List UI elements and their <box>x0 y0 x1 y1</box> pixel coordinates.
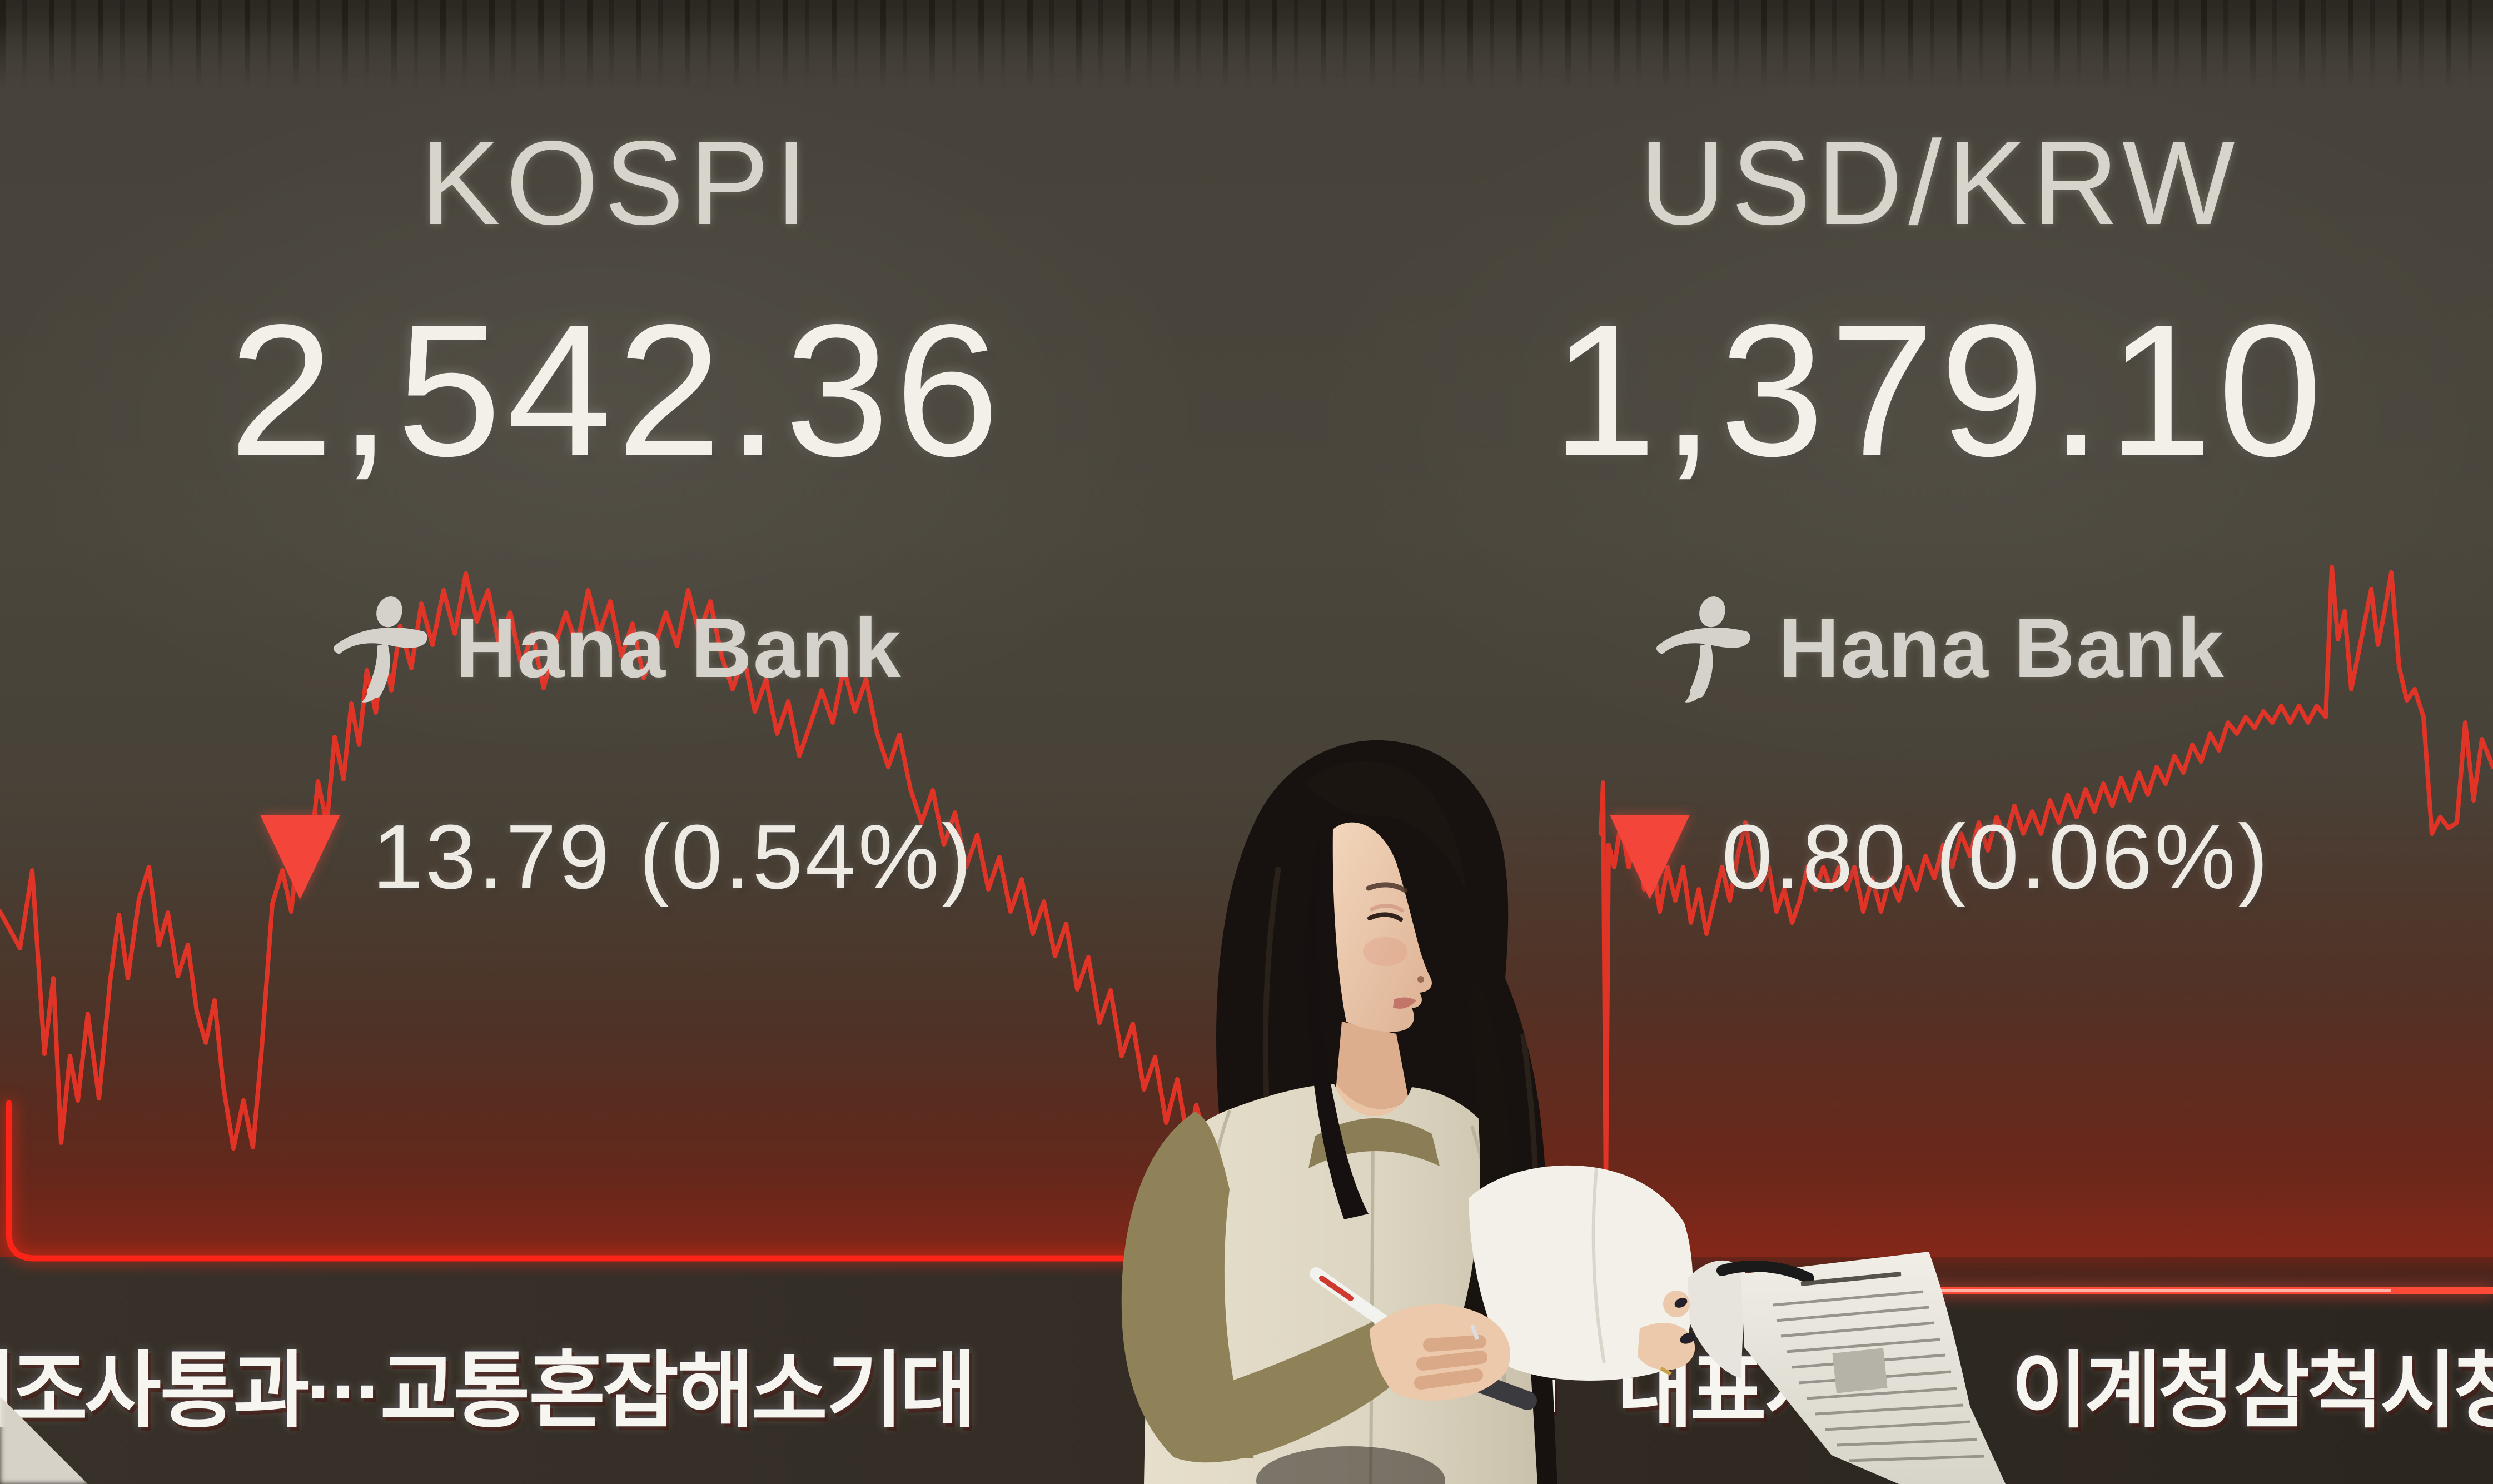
kospi-change-row: 13.79 (0.54%) <box>260 805 974 909</box>
kospi-value: 2,542.36 <box>229 285 1005 495</box>
dark-nail <box>1674 1298 1688 1308</box>
usdkrw-change: 0.80 (0.06%) <box>1721 806 2271 908</box>
kospi-brand-row: Hana Bank <box>332 592 902 704</box>
hair-front-strand <box>1306 821 1369 1219</box>
pen-red-stripe <box>1319 1276 1354 1301</box>
usdkrw-title: USD/KRW <box>1639 116 2241 250</box>
usdkrw-panel: USD/KRW 1,379.10 Hana Bank 0.80 (0.06%) <box>1417 0 2462 945</box>
kospi-change: 13.79 (0.54%) <box>372 806 974 908</box>
down-triangle-icon <box>260 815 340 899</box>
document-swoosh <box>1716 1261 1814 1284</box>
usdkrw-chart-line <box>1599 565 2493 1197</box>
silver-ring <box>1470 1324 1480 1341</box>
eyebrow <box>1366 882 1408 893</box>
sweater-sleeve-left <box>1121 1112 1403 1463</box>
eyelid-shadow <box>1370 904 1404 913</box>
vest-bottom-shadow <box>1256 1446 1445 1484</box>
ticker-left-text: 계조사 통과···교통 혼잡 해소 기대 <box>0 1345 977 1437</box>
kospi-title: KOSPI <box>420 116 814 250</box>
kospi-panel: KOSPI 2,542.36 Hana Bank 13.79 (0.54%) <box>0 0 1234 945</box>
hana-bank-logo-icon <box>1656 596 1751 703</box>
kospi-baseline <box>6 1100 1532 1262</box>
neck <box>1336 1022 1409 1109</box>
document-sheet-right <box>1716 1252 2006 1484</box>
dark-nail <box>1680 1333 1695 1344</box>
document-figure-block <box>1832 1348 1888 1393</box>
ticker-right-text-b: 이계청 삼척시청 김 <box>2011 1344 2493 1437</box>
down-triangle-icon <box>1609 815 1690 899</box>
screen-top-fringe <box>0 0 2493 94</box>
hana-bank-wordmark: Hana Bank <box>1778 600 2225 695</box>
hana-bank-logo-icon <box>334 596 428 703</box>
lips <box>1393 997 1416 1009</box>
face <box>1332 822 1432 1032</box>
hair-front-fringe <box>1305 761 1466 892</box>
left-hand <box>1638 1291 1695 1376</box>
sweater-neckband <box>1308 1118 1440 1168</box>
usdkrw-change-row: 0.80 (0.06%) <box>1609 805 2271 909</box>
nostril <box>1417 976 1424 983</box>
hana-bank-wordmark: Hana Bank <box>455 600 902 695</box>
document-text-lines <box>1773 1272 1985 1462</box>
cheek-blush <box>1363 937 1407 966</box>
gold-ring <box>1660 1366 1672 1376</box>
usdkrw-brand-row: Hana Bank <box>1655 592 2225 704</box>
usdkrw-value: 1,379.10 <box>1552 285 2328 495</box>
document-sheet-left <box>1469 1165 1745 1381</box>
right-hand-fingers <box>1414 1335 1487 1390</box>
eye <box>1367 912 1403 922</box>
